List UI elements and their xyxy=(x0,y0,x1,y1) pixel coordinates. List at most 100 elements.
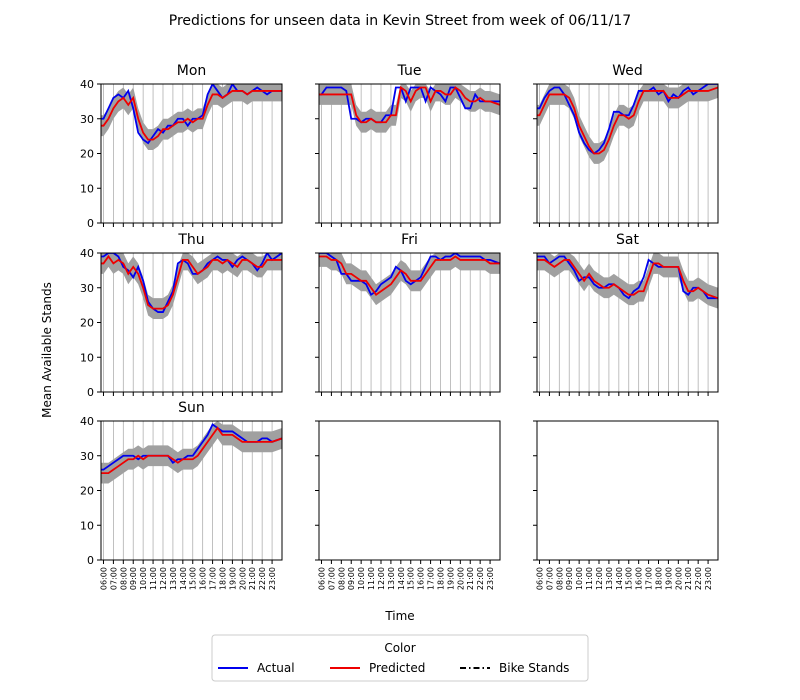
x-tick-label: 15:00 xyxy=(189,567,198,590)
x-tick-label: 16:00 xyxy=(635,567,644,590)
x-tick-label: 23:00 xyxy=(268,567,277,590)
x-tick-label: 23:00 xyxy=(486,567,495,590)
x-tick-label: 14:00 xyxy=(615,567,624,590)
predicted-line xyxy=(101,90,282,141)
predicted-line xyxy=(101,254,282,310)
panel-empty-7: 06:00 07:00 08:00 09:00 10:00 11:00 12:00 13:00… xyxy=(315,420,501,590)
x-tick-label: 21:00 xyxy=(248,567,257,590)
x-tick-label: 18:00 xyxy=(654,567,663,590)
x-tick-label: 08:00 xyxy=(337,567,346,590)
x-tick-label: 11:00 xyxy=(149,567,158,590)
x-tick-label: 14:00 xyxy=(397,567,406,590)
x-tick-label: 22:00 xyxy=(476,567,485,590)
x-tick-label: 10:00 xyxy=(357,567,366,590)
x-tick-label: 11:00 xyxy=(367,567,376,590)
panel-title: Thu xyxy=(177,232,204,248)
panels-grid: 0 10 20 30 40 Mon Tue Wed 0 10 20 30 40 Thu Fri Sat 0 10 2… xyxy=(80,63,719,590)
x-tick-label: 06:00 xyxy=(317,567,326,590)
y-tick-label: 20 xyxy=(80,317,94,330)
x-tick-label: 10:00 xyxy=(575,567,584,590)
x-tick-label: 18:00 xyxy=(436,567,445,590)
panel-title: Sat xyxy=(616,232,639,248)
x-axis-label: Time xyxy=(384,609,414,623)
y-tick-label: 20 xyxy=(80,148,94,161)
confidence-band xyxy=(537,84,718,164)
confidence-band xyxy=(537,253,718,309)
y-tick-label: 40 xyxy=(80,247,94,260)
y-axis-label: Mean Available Stands xyxy=(40,282,54,418)
confidence-band xyxy=(101,253,282,320)
y-tick-label: 40 xyxy=(80,415,94,428)
x-tick-label: 13:00 xyxy=(387,567,396,590)
x-tick-label: 19:00 xyxy=(228,567,237,590)
legend-label-actual: Actual xyxy=(257,661,295,675)
x-tick-label: 13:00 xyxy=(605,567,614,590)
x-tick-label: 13:00 xyxy=(169,567,178,590)
panel-wed: Wed xyxy=(533,63,719,227)
x-tick-label: 15:00 xyxy=(407,567,416,590)
confidence-band xyxy=(101,421,282,484)
x-tick-label: 22:00 xyxy=(258,567,267,590)
actual-line xyxy=(537,255,718,300)
x-tick-label: 17:00 xyxy=(645,567,654,590)
x-tick-label: 20:00 xyxy=(456,567,465,590)
panel-tue: Tue xyxy=(315,63,501,227)
x-tick-label: 11:00 xyxy=(585,567,594,590)
y-tick-label: 0 xyxy=(87,386,94,399)
x-tick-label: 07:00 xyxy=(109,567,118,590)
x-tick-label: 22:00 xyxy=(694,567,703,590)
predicted-line xyxy=(537,259,718,300)
panel-title: Fri xyxy=(401,232,418,248)
predicted-line xyxy=(537,86,718,155)
actual-line xyxy=(319,86,500,124)
panel-title: Mon xyxy=(177,63,207,79)
axes-frame xyxy=(536,252,719,393)
x-tick-label: 12:00 xyxy=(377,567,386,590)
chart-title: Predictions for unseen data in Kevin Str… xyxy=(169,13,631,29)
x-tick-label: 14:00 xyxy=(179,567,188,590)
x-tick-label: 16:00 xyxy=(417,567,426,590)
y-tick-label: 10 xyxy=(80,182,94,195)
panel-thu: 0 10 20 30 40 Thu xyxy=(80,232,283,399)
panel-mon: 0 10 20 30 40 Mon xyxy=(80,63,283,230)
x-tick-label: 12:00 xyxy=(159,567,168,590)
x-tick-label: 21:00 xyxy=(466,567,475,590)
panel-title: Wed xyxy=(612,63,643,79)
x-tick-label: 10:00 xyxy=(139,567,148,590)
x-tick-label: 16:00 xyxy=(199,567,208,590)
y-tick-label: 30 xyxy=(80,450,94,463)
x-tick-label: 23:00 xyxy=(704,567,713,590)
legend: Color Actual Predicted Bike Stands xyxy=(211,634,589,682)
y-tick-label: 30 xyxy=(80,113,94,126)
axes-frame xyxy=(536,420,719,561)
x-tick-label: 19:00 xyxy=(664,567,673,590)
y-tick-label: 0 xyxy=(87,217,94,230)
y-tick-label: 30 xyxy=(80,282,94,295)
predicted-line xyxy=(319,85,500,124)
x-tick-label: 08:00 xyxy=(119,567,128,590)
legend-box xyxy=(211,634,589,682)
x-tick-label: 09:00 xyxy=(565,567,574,590)
x-tick-label: 08:00 xyxy=(555,567,564,590)
predicted-line xyxy=(319,255,500,296)
y-tick-label: 40 xyxy=(80,78,94,91)
y-tick-label: 10 xyxy=(80,519,94,532)
x-tick-label: 17:00 xyxy=(427,567,436,590)
panel-sat: Sat xyxy=(533,232,719,396)
x-tick-label: 09:00 xyxy=(347,567,356,590)
y-tick-label: 0 xyxy=(87,554,94,567)
x-tick-label: 07:00 xyxy=(545,567,554,590)
x-tick-label: 20:00 xyxy=(238,567,247,590)
panel-title: Sun xyxy=(178,400,205,416)
x-tick-label: 21:00 xyxy=(684,567,693,590)
x-tick-label: 06:00 xyxy=(535,567,544,590)
x-tick-label: 15:00 xyxy=(625,567,634,590)
legend-label-predicted: Predicted xyxy=(369,661,425,675)
x-tick-label: 20:00 xyxy=(674,567,683,590)
panel-empty-8: 06:00 07:00 08:00 09:00 10:00 11:00 12:00 13:00… xyxy=(533,420,719,590)
panel-fri: Fri xyxy=(315,232,501,396)
panel-title: Tue xyxy=(397,63,422,79)
predicted-line xyxy=(101,426,282,475)
